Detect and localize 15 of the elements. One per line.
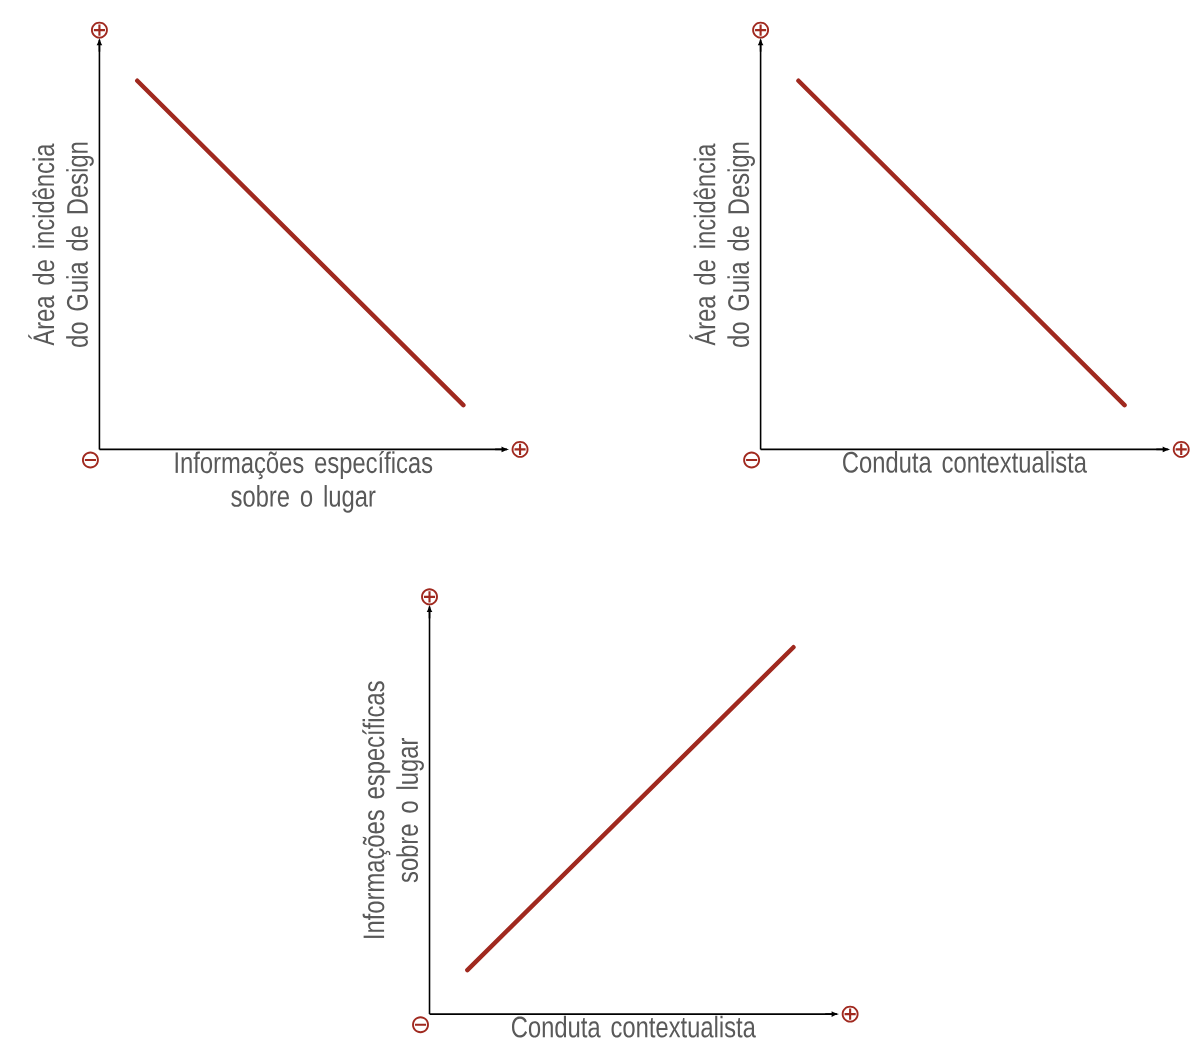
- x-axis-title: Conduta contextualista: [843, 451, 1087, 473]
- text: ⊖: [412, 1016, 429, 1034]
- text: ⊕: [1172, 440, 1190, 458]
- x-axis-title: Informações específicas sobre o lugar: [175, 451, 433, 513]
- text: ⊕: [90, 21, 108, 39]
- y-axis-title: Informações específicas sobre o lugar: [362, 681, 424, 938]
- text: ⊖: [81, 451, 99, 469]
- text: ⊕: [421, 588, 438, 606]
- text: ⊕: [511, 440, 529, 458]
- text: ⊕: [752, 21, 770, 39]
- x-axis-title: Conduta contextualista: [511, 1015, 756, 1038]
- y-axis-title: Área de incidência do Guia de Design: [28, 142, 94, 348]
- text: ⊖: [743, 451, 761, 469]
- y-axis-title: Área de incidência do Guia de Design: [689, 142, 755, 348]
- text: ⊕: [841, 1005, 859, 1023]
